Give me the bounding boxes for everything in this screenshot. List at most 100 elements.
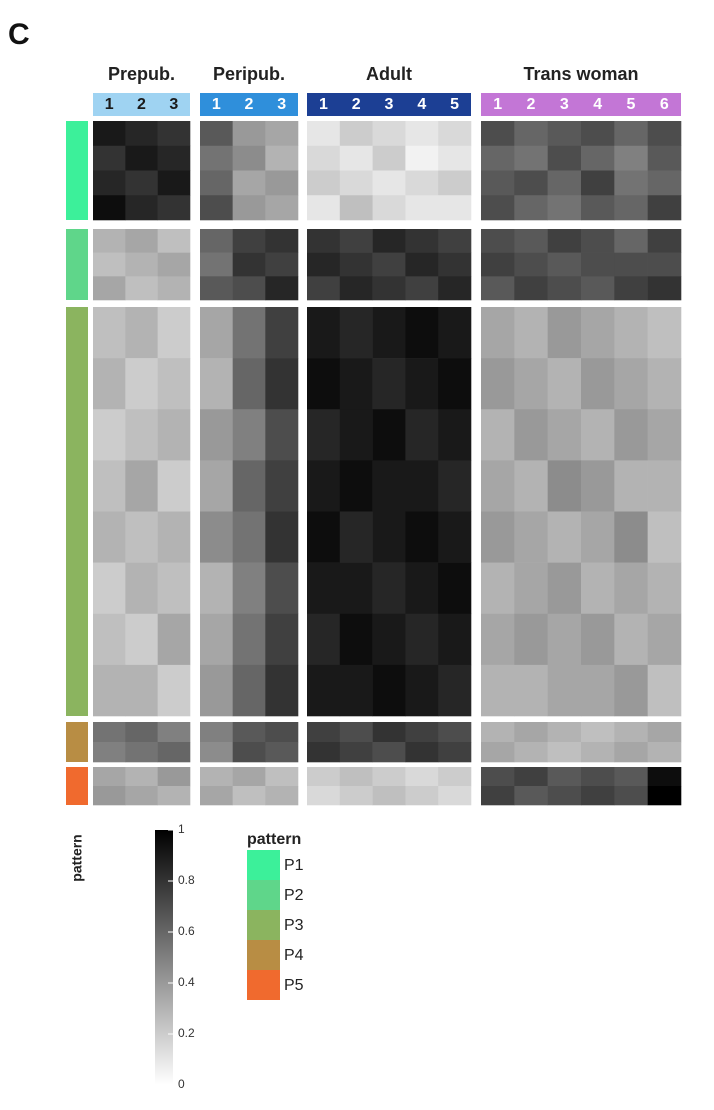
heatmap-cell bbox=[547, 121, 582, 147]
heatmap-cell bbox=[614, 170, 648, 196]
heatmap-cell bbox=[125, 229, 158, 253]
heatmap-cell bbox=[125, 613, 158, 666]
heatmap-cell bbox=[372, 170, 406, 196]
heatmap-cell bbox=[200, 460, 233, 512]
heatmap-cell bbox=[372, 460, 406, 512]
heatmap-cell bbox=[647, 664, 682, 717]
heatmap-cell bbox=[581, 767, 615, 787]
heatmap-cell bbox=[647, 722, 682, 743]
heatmap-cell bbox=[547, 170, 582, 196]
heatmap-cell bbox=[93, 562, 126, 615]
heatmap-cell bbox=[614, 786, 648, 806]
heatmap-cell bbox=[307, 170, 341, 196]
heatmap-cell bbox=[647, 742, 682, 763]
heatmap-cell bbox=[232, 195, 266, 221]
heatmap-cell bbox=[581, 145, 615, 171]
heatmap-cell bbox=[339, 170, 373, 196]
heatmap-cell bbox=[372, 767, 406, 787]
heatmap-cell bbox=[372, 786, 406, 806]
heatmap-cell bbox=[438, 409, 472, 461]
heatmap-cell bbox=[405, 252, 439, 277]
sample-label: 2 bbox=[245, 96, 254, 113]
heatmap-cell bbox=[93, 742, 126, 763]
heatmap-cell bbox=[125, 562, 158, 615]
heatmap-cell bbox=[93, 511, 126, 563]
heatmap-cell bbox=[438, 121, 472, 147]
heatmap-cell bbox=[307, 307, 341, 359]
heatmap-cell bbox=[547, 786, 582, 806]
heatmap-cell bbox=[614, 767, 648, 787]
heatmap-cell bbox=[405, 562, 439, 615]
heatmap-cell bbox=[307, 722, 341, 743]
heatmap-cell bbox=[93, 767, 126, 787]
group-label: Adult bbox=[366, 64, 412, 84]
heatmap-cell bbox=[481, 511, 515, 563]
heatmap-cell bbox=[481, 409, 515, 461]
heatmap-cell bbox=[647, 229, 682, 253]
heatmap-cell bbox=[200, 358, 233, 410]
heatmap-cell bbox=[647, 145, 682, 171]
heatmap-cell bbox=[93, 170, 126, 196]
heatmap-cell bbox=[157, 121, 191, 147]
heatmap-cell bbox=[438, 145, 472, 171]
heatmap-cell bbox=[157, 786, 191, 806]
heatmap-cell bbox=[307, 664, 341, 717]
heatmap-cell bbox=[438, 613, 472, 666]
heatmap-cell bbox=[307, 767, 341, 787]
heatmap-cell bbox=[405, 170, 439, 196]
heatmap-cell bbox=[307, 742, 341, 763]
heatmap-cell bbox=[93, 613, 126, 666]
colorbar-tick-label: 0.6 bbox=[178, 924, 195, 938]
heatmap-cell bbox=[232, 409, 266, 461]
heatmap-cell bbox=[438, 460, 472, 512]
heatmap-cell bbox=[547, 307, 582, 359]
heatmap-cell bbox=[125, 767, 158, 787]
heatmap-cell bbox=[405, 229, 439, 253]
heatmap-cell bbox=[265, 358, 299, 410]
heatmap-cell bbox=[647, 613, 682, 666]
heatmap-cell bbox=[232, 664, 266, 717]
heatmap-cell bbox=[647, 358, 682, 410]
heatmap-cell bbox=[339, 252, 373, 277]
colorbar-tick-label: 0.4 bbox=[178, 975, 195, 989]
heatmap-cell bbox=[405, 195, 439, 221]
legend-label: P3 bbox=[284, 917, 304, 934]
heatmap-cell bbox=[339, 722, 373, 743]
heatmap-cell bbox=[581, 170, 615, 196]
heatmap-cell bbox=[481, 145, 515, 171]
heatmap-cell bbox=[547, 358, 582, 410]
heatmap-cell bbox=[514, 767, 548, 787]
heatmap-cell bbox=[438, 276, 472, 301]
pattern-swatch bbox=[66, 767, 88, 805]
heatmap-cell bbox=[581, 562, 615, 615]
heatmap-cell bbox=[614, 722, 648, 743]
legend-label: P5 bbox=[284, 977, 304, 994]
heatmap-cell bbox=[157, 722, 191, 743]
heatmap-cell bbox=[200, 170, 233, 196]
heatmap-cell bbox=[265, 460, 299, 512]
heatmap-cell bbox=[125, 742, 158, 763]
heatmap-cell bbox=[307, 613, 341, 666]
heatmap-cell bbox=[125, 786, 158, 806]
heatmap-cell bbox=[265, 409, 299, 461]
sample-label: 4 bbox=[593, 96, 602, 113]
heatmap-cell bbox=[581, 358, 615, 410]
heatmap-cell bbox=[514, 460, 548, 512]
heatmap-cell bbox=[481, 252, 515, 277]
heatmap-cell bbox=[647, 276, 682, 301]
heatmap-cell bbox=[200, 742, 233, 763]
heatmap-cell bbox=[265, 276, 299, 301]
heatmap-cell bbox=[157, 252, 191, 277]
heatmap-cell bbox=[232, 252, 266, 277]
heatmap-cell bbox=[481, 742, 515, 763]
heatmap-cell bbox=[157, 562, 191, 615]
heatmap-cell bbox=[581, 307, 615, 359]
sample-label: 2 bbox=[137, 96, 146, 113]
heatmap-cell bbox=[581, 252, 615, 277]
heatmap-cell bbox=[265, 121, 299, 147]
heatmap-cell bbox=[200, 511, 233, 563]
heatmap-cell bbox=[372, 276, 406, 301]
heatmap-cell bbox=[200, 307, 233, 359]
sample-label: 3 bbox=[169, 96, 178, 113]
heatmap-cell bbox=[614, 195, 648, 221]
